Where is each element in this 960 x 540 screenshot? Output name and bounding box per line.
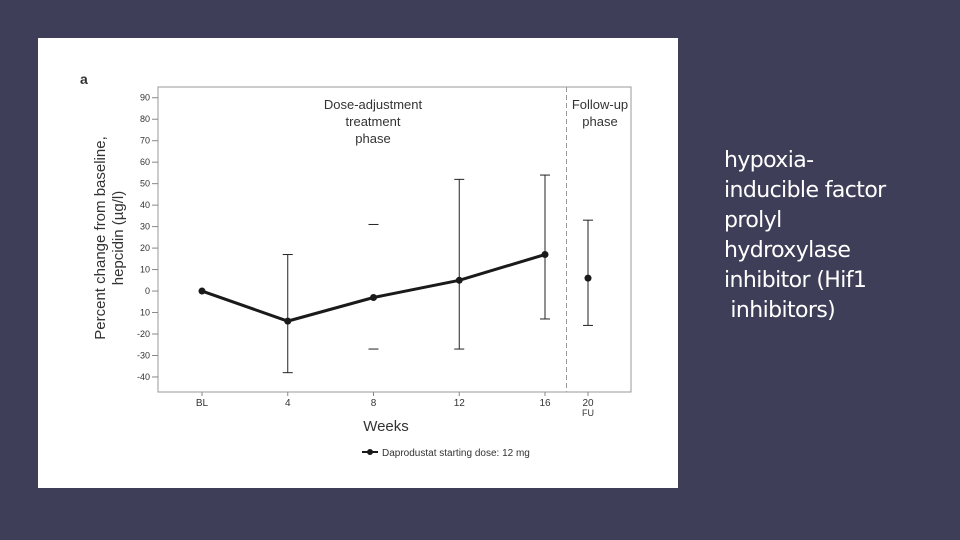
side-text-line: hydroxylase: [724, 238, 851, 263]
data-point: [541, 251, 549, 259]
x-tick-label: 8: [371, 398, 377, 409]
data-point: [584, 274, 592, 282]
y-tick-label: 80: [140, 114, 150, 124]
legend-label: Daprodustat starting dose: 12 mg: [382, 448, 530, 459]
y-axis-label: hepcidin (µg/l): [110, 191, 127, 286]
side-text-line: hypoxia-: [724, 148, 814, 173]
side-text-line: inducible factor: [724, 178, 886, 203]
phase-annotation: Follow-up: [572, 97, 628, 112]
y-tick-label: -20: [137, 329, 150, 339]
y-tick-label: 70: [140, 136, 150, 146]
y-tick-label: 10: [140, 265, 150, 275]
y-tick-label: 10: [140, 308, 150, 318]
data-point: [370, 293, 377, 301]
data-point: [284, 317, 292, 325]
y-tick-label: 20: [140, 243, 150, 253]
side-text: hypoxia-inducible factor prolyl hydroxylas…: [724, 146, 954, 326]
x-tick-sublabel: FU: [582, 408, 594, 418]
y-tick-label: 90: [140, 93, 150, 103]
y-tick-label: 0: [145, 286, 150, 296]
y-tick-label: -40: [137, 372, 150, 382]
y-tick-label: 60: [140, 157, 150, 167]
plot-frame: [157, 86, 632, 393]
side-text-line: inhibitors): [724, 298, 836, 323]
panel-label: a: [80, 71, 88, 87]
chart: a 90 80 70 60 50 40 30 20 10 0 10 -20 -30 -40 Percent c…: [80, 71, 632, 459]
x-tick-label: 12: [454, 398, 466, 409]
x-axis-label: Weeks: [363, 418, 409, 435]
phase-annotation: phase: [582, 114, 617, 129]
y-axis-label: Percent change from baseline,: [92, 136, 109, 339]
data-point: [198, 287, 206, 295]
phase-annotation: phase: [355, 131, 390, 146]
y-tick-label: -30: [137, 350, 150, 360]
y-tick-label: 30: [140, 222, 150, 232]
x-tick-label: BL: [196, 398, 209, 409]
x-tick-label: 4: [285, 398, 291, 409]
y-tick-label: 50: [140, 179, 150, 189]
y-tick-label: 40: [140, 200, 150, 210]
phase-annotation: treatment: [346, 114, 401, 129]
series-line: [201, 253, 546, 323]
x-tick-label: 20: [582, 398, 594, 409]
side-text-line: prolyl: [724, 208, 782, 233]
data-point: [455, 276, 463, 284]
legend-marker: [367, 449, 373, 455]
phase-annotation: Dose-adjustment: [324, 97, 423, 112]
x-tick-label: 16: [539, 398, 551, 409]
side-text-line: inhibitor (Hif1: [724, 268, 867, 293]
chart-panel: a 90 80 70 60 50 40 30 20 10 0 10 -20 -30 -40 Percent c…: [38, 38, 678, 488]
